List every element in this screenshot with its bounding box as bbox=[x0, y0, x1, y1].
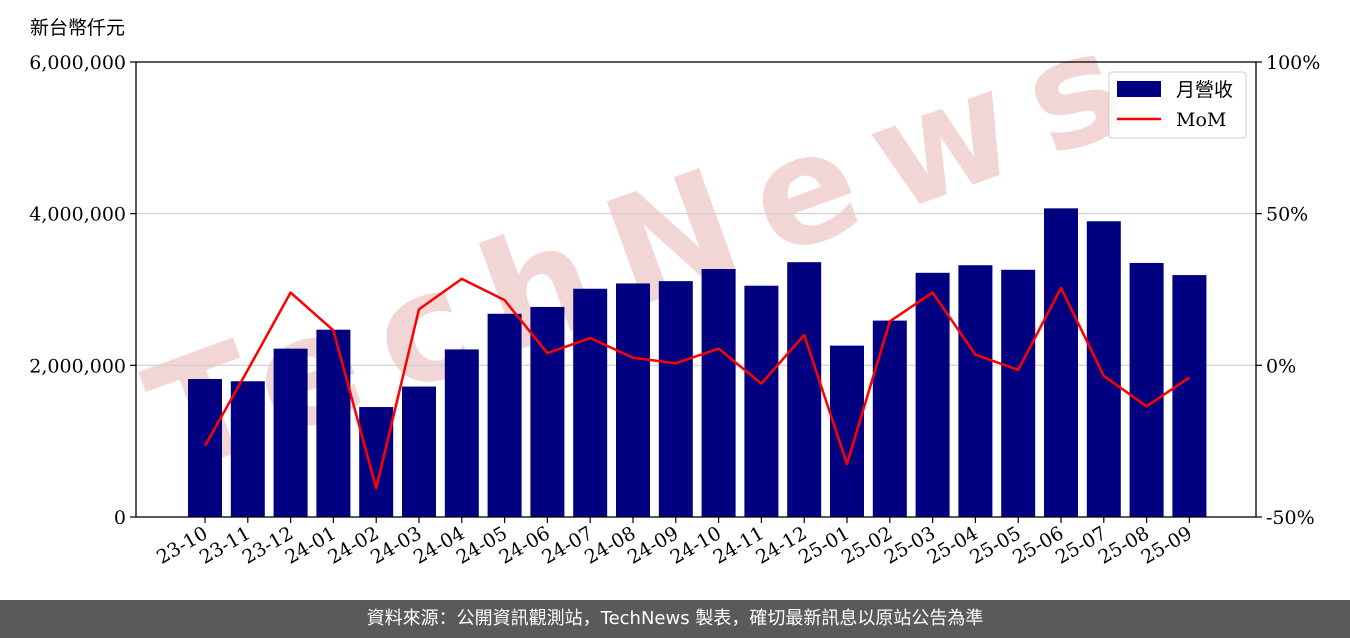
bar bbox=[230, 381, 265, 517]
chart: TechNews 新台幣仟元 02,000,0004,000,0006,000,… bbox=[29, 0, 1320, 569]
mom-line bbox=[203, 277, 1191, 490]
left-tick-label: 4,000,000 bbox=[29, 204, 126, 226]
bar bbox=[915, 272, 950, 517]
bar bbox=[530, 306, 565, 517]
bar bbox=[402, 386, 436, 517]
bar bbox=[359, 407, 394, 517]
bar bbox=[444, 349, 479, 517]
right-tick-label: 50% bbox=[1266, 204, 1308, 226]
left-axis-ticks: 0 2,000,000 4,000,000 6,000,000 bbox=[29, 52, 136, 529]
x-axis-ticks: 23-1023-1123-1224-0124-0224-0324-0424-05… bbox=[153, 517, 1196, 569]
bar bbox=[1044, 208, 1078, 517]
bar bbox=[872, 320, 907, 517]
left-tick-label: 2,000,000 bbox=[29, 355, 126, 377]
bar bbox=[273, 348, 308, 517]
legend-swatch-revenue bbox=[1117, 81, 1161, 97]
bar bbox=[1086, 221, 1121, 517]
bar bbox=[1129, 262, 1164, 517]
bar bbox=[487, 313, 522, 517]
right-tick-label: 0% bbox=[1266, 355, 1296, 377]
legend: 月營收 MoM bbox=[1108, 71, 1247, 139]
legend-label-mom: MoM bbox=[1176, 109, 1226, 131]
bar bbox=[744, 285, 779, 517]
right-tick-label: 100% bbox=[1266, 52, 1320, 74]
bar bbox=[1172, 275, 1207, 517]
right-axis-ticks: -50% 0% 50% 100% bbox=[1256, 52, 1320, 529]
bar bbox=[701, 269, 736, 517]
left-tick-label: 0 bbox=[114, 507, 126, 529]
bar bbox=[573, 288, 608, 517]
plot-frame bbox=[135, 61, 1257, 518]
bar bbox=[787, 262, 822, 517]
bar bbox=[958, 265, 993, 517]
bar bbox=[658, 281, 693, 517]
left-tick-label: 6,000,000 bbox=[29, 52, 126, 74]
bar bbox=[316, 329, 351, 517]
legend-label-revenue: 月營收 bbox=[1176, 79, 1233, 101]
bar bbox=[188, 378, 222, 517]
right-tick-label: -50% bbox=[1266, 507, 1315, 529]
bar bbox=[1001, 269, 1036, 517]
bar bbox=[616, 283, 650, 517]
bar-series bbox=[188, 208, 1207, 517]
mom-line-series bbox=[203, 277, 1191, 490]
x-tick-label: 25-09 bbox=[1137, 522, 1195, 568]
y-unit-label: 新台幣仟元 bbox=[30, 17, 125, 39]
source-footer: 資料來源：公開資訊觀測站，TechNews 製表，確切最新訊息以原站公告為準 bbox=[0, 600, 1350, 638]
